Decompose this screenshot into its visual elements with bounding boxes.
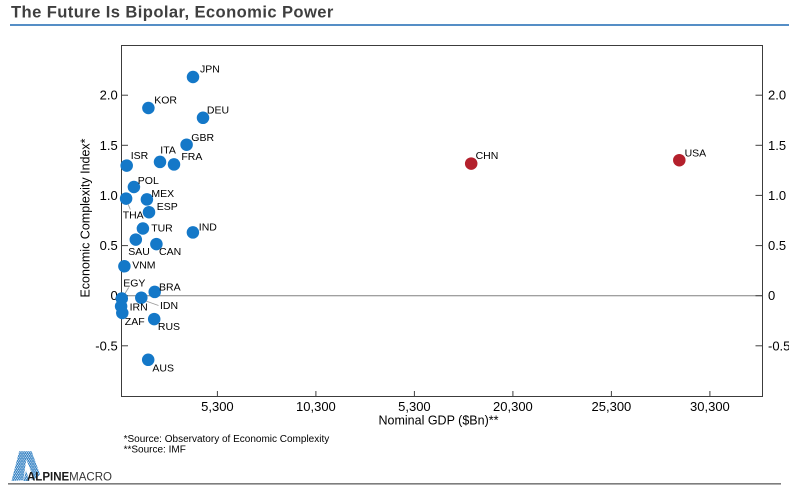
svg-text:0: 0 [110, 288, 117, 303]
svg-text:TUR: TUR [151, 223, 173, 235]
svg-text:2.0: 2.0 [100, 88, 118, 103]
svg-text:The Future Is Bipolar, Economi: The Future Is Bipolar, Economic Power [11, 2, 334, 21]
svg-text:10,300: 10,300 [296, 399, 336, 414]
svg-text:5,300: 5,300 [201, 399, 234, 414]
svg-text:0.5: 0.5 [768, 238, 786, 253]
svg-text:MEX: MEX [151, 188, 174, 200]
svg-text:ISR: ISR [131, 150, 149, 162]
svg-text:30,300: 30,300 [690, 399, 730, 414]
svg-text:CHN: CHN [476, 150, 499, 162]
svg-text:-0.5: -0.5 [95, 338, 117, 353]
svg-text:1.5: 1.5 [100, 138, 118, 153]
svg-text:EGY: EGY [123, 277, 145, 289]
svg-text:SAU: SAU [128, 246, 150, 258]
svg-text:**Source: IMF: **Source: IMF [124, 445, 186, 456]
svg-text:20,300: 20,300 [493, 399, 533, 414]
svg-text:GBR: GBR [191, 132, 214, 144]
svg-text:2.0: 2.0 [768, 88, 786, 103]
svg-text:USA: USA [685, 148, 707, 160]
svg-text:FRA: FRA [181, 151, 202, 163]
svg-text:*Source: Observatory of Econom: *Source: Observatory of Economic Complex… [124, 434, 330, 445]
svg-text:0.5: 0.5 [100, 238, 118, 253]
svg-text:IND: IND [199, 221, 218, 233]
svg-text:JPN: JPN [200, 63, 220, 75]
svg-text:IRN: IRN [130, 302, 148, 314]
svg-text:RUS: RUS [158, 321, 180, 333]
svg-text:25,300: 25,300 [592, 399, 632, 414]
svg-text:DEU: DEU [207, 104, 229, 116]
svg-text:POL: POL [138, 175, 159, 187]
svg-text:Economic Complexity Index*: Economic Complexity Index* [79, 138, 93, 297]
svg-text:1.5: 1.5 [768, 138, 786, 153]
svg-text:KOR: KOR [154, 94, 177, 106]
svg-text:0: 0 [768, 288, 775, 303]
svg-text:ITA: ITA [160, 145, 176, 157]
svg-text:VNM: VNM [132, 260, 155, 272]
svg-text:ZAF: ZAF [125, 316, 145, 328]
svg-text:CAN: CAN [159, 246, 181, 258]
svg-text:5,300: 5,300 [398, 399, 431, 414]
svg-text:Nominal GDP ($Bn)**: Nominal GDP ($Bn)** [379, 414, 499, 428]
svg-text:ESP: ESP [157, 201, 178, 213]
svg-text:BRA: BRA [159, 282, 181, 294]
svg-text:1.0: 1.0 [100, 188, 118, 203]
svg-text:1.0: 1.0 [768, 188, 786, 203]
svg-text:-0.5: -0.5 [768, 338, 789, 353]
svg-text:IDN: IDN [160, 300, 178, 312]
svg-text:AUS: AUS [152, 363, 174, 375]
svg-text:ALPINEMACRO: ALPINEMACRO [27, 472, 112, 484]
svg-text:THA: THA [123, 210, 144, 222]
